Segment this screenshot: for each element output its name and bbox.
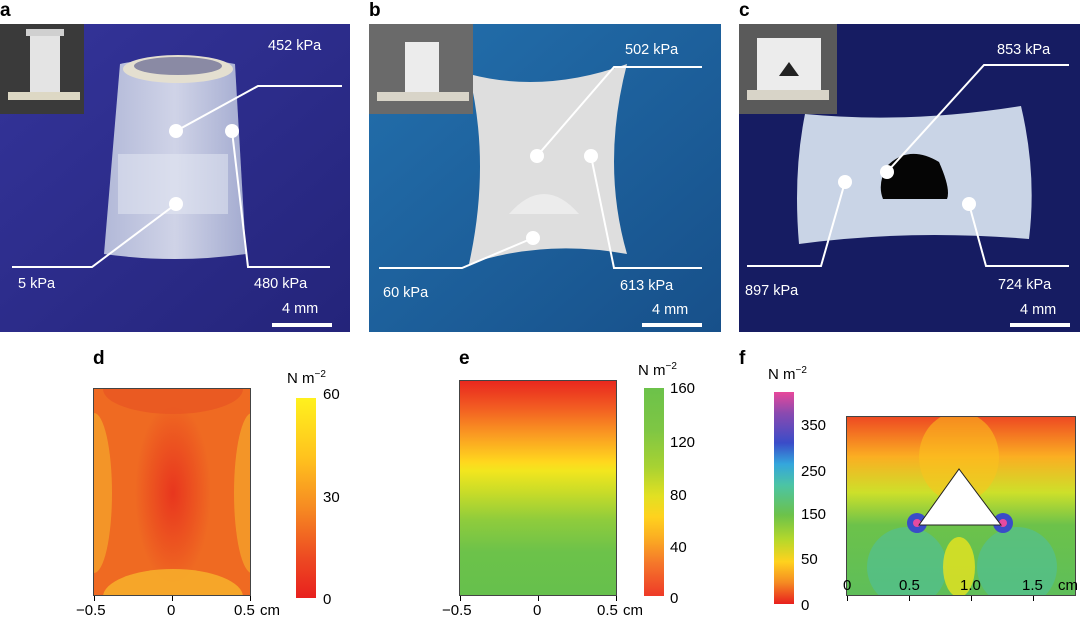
- x-tickmark-d: [250, 596, 251, 601]
- x-tick-f: 1.0: [960, 577, 981, 594]
- stress-label-right: 724 kPa: [998, 277, 1052, 293]
- photo-panel-c: 853 kPa 897 kPa 724 kPa 4 mm: [739, 24, 1080, 332]
- x-tick-e: −0.5: [442, 602, 472, 619]
- heatmap-f-graphic: [847, 417, 1075, 595]
- x-tickmark-d: [172, 596, 173, 601]
- colorbar-e: [644, 388, 664, 596]
- scale-bar: [1010, 323, 1070, 327]
- x-tick-f: 0: [843, 577, 852, 594]
- stress-label-top: 452 kPa: [268, 38, 322, 54]
- x-tickmark-d: [94, 596, 95, 601]
- x-tick-d: 0: [167, 602, 176, 619]
- panel-letter-e: e: [459, 348, 470, 369]
- x-tickmark-e: [460, 596, 461, 601]
- panel-letter-d: d: [93, 348, 105, 369]
- colorbar-tick-e: 40: [670, 539, 687, 556]
- colorbar-tick-d: 30: [323, 489, 340, 506]
- photo-c-graphic: [739, 24, 1080, 332]
- colorbar-tick-d: 60: [323, 386, 340, 403]
- heatmap-d: [93, 388, 251, 596]
- scale-bar: [642, 323, 702, 327]
- x-tick-e: 0.5: [597, 602, 618, 619]
- x-tick-e: 0: [533, 602, 542, 619]
- x-tick-d: −0.5: [76, 602, 106, 619]
- panel-letter-a: a: [0, 0, 11, 21]
- colorbar-tick-f: 350: [801, 417, 827, 434]
- x-unit-f: cm: [1058, 577, 1078, 594]
- stress-label-top: 853 kPa: [997, 42, 1051, 58]
- stress-label-left: 60 kPa: [383, 285, 429, 301]
- stress-label-top: 502 kPa: [625, 42, 679, 58]
- photo-b-graphic: [369, 24, 721, 332]
- colorbar-unit-d: N m−2: [287, 369, 326, 387]
- colorbar-unit-e: N m−2: [638, 361, 677, 379]
- colorbar-tick-d: 0: [323, 591, 332, 608]
- scale-bar: [272, 323, 332, 327]
- panel-letter-b: b: [369, 0, 381, 21]
- stress-label-right: 613 kPa: [620, 278, 674, 294]
- x-tick-f: 0.5: [899, 577, 920, 594]
- heatmap-f: [846, 416, 1076, 596]
- photo-panel-b: 502 kPa 613 kPa 60 kPa 4 mm: [369, 24, 721, 332]
- x-tickmark-f: [847, 596, 848, 601]
- colorbar-tick-f: 150: [801, 506, 827, 523]
- stress-label-right: 480 kPa: [254, 276, 308, 292]
- colorbar-tick-f: 0: [801, 597, 810, 614]
- scale-bar-label: 4 mm: [1020, 302, 1057, 318]
- colorbar-f: [774, 392, 794, 604]
- photo-panel-a: 452 kPa 480 kPa 5 kPa 4 mm: [0, 24, 350, 332]
- panel-letter-f: f: [739, 348, 746, 369]
- stress-label-left: 897 kPa: [745, 283, 799, 299]
- colorbar-tick-e: 0: [670, 590, 679, 607]
- panel-letter-c: c: [739, 0, 750, 21]
- x-tickmark-f: [971, 596, 972, 601]
- stress-label-left: 5 kPa: [18, 276, 56, 292]
- colorbar-tick-e: 120: [670, 434, 696, 451]
- x-unit-d: cm: [260, 602, 280, 619]
- scale-bar-label: 4 mm: [282, 301, 319, 317]
- colorbar-tick-e: 80: [670, 487, 687, 504]
- heatmap-e: [459, 380, 617, 596]
- x-tick-f: 1.5: [1022, 577, 1043, 594]
- x-unit-e: cm: [623, 602, 643, 619]
- colorbar-tick-e: 160: [670, 380, 696, 397]
- photo-a-graphic: [0, 24, 350, 332]
- x-tick-d: 0.5: [234, 602, 255, 619]
- colorbar-d: [296, 398, 316, 598]
- x-tickmark-f: [1033, 596, 1034, 601]
- x-tickmark-f: [909, 596, 910, 601]
- colorbar-unit-f: N m−2: [768, 365, 807, 383]
- scale-bar-label: 4 mm: [652, 302, 689, 318]
- heatmap-d-graphic: [94, 389, 250, 595]
- x-tickmark-e: [538, 596, 539, 601]
- colorbar-tick-f: 250: [801, 463, 827, 480]
- colorbar-tick-f: 50: [801, 551, 818, 568]
- x-tickmark-e: [616, 596, 617, 601]
